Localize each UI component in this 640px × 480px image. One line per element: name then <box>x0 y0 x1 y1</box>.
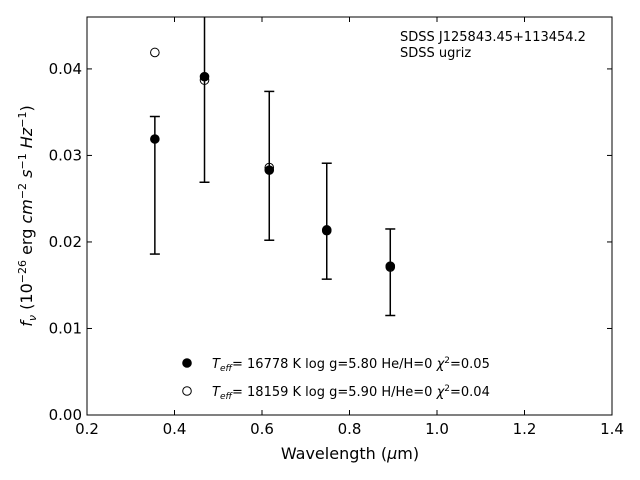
x-tick-label: 0.8 <box>338 420 362 438</box>
x-tick-label: 0.2 <box>75 420 99 438</box>
data-point-open <box>264 162 275 173</box>
annotation-line-1: SDSS J125843.45+113454.2 <box>400 30 586 45</box>
legend-label-0: Teff= 16778 K log g=5.80 He/H=0 χ2=0.05 <box>212 356 490 374</box>
data-point-filled <box>199 71 210 82</box>
y-tick-label: 0.01 <box>49 319 82 337</box>
y-tick-label: 0.02 <box>49 233 82 251</box>
data-point-open <box>150 47 160 58</box>
y-tick-label: 0.03 <box>49 146 82 164</box>
x-tick-label: 0.4 <box>163 420 187 438</box>
y-axis-label: fν (10−26 erg cm−2 s−1 Hz−1) <box>16 105 39 326</box>
y-tick-label: 0.00 <box>49 406 82 424</box>
data-point-open <box>199 75 210 85</box>
data-point-filled <box>264 165 275 175</box>
x-tick-label: 1.4 <box>600 420 624 438</box>
x-tick-label: 0.6 <box>250 420 274 438</box>
legend-label-1: Teff= 18159 K log g=5.90 H/He=0 χ2=0.04 <box>212 384 490 402</box>
x-tick-label: 1.2 <box>513 420 537 438</box>
x-axis-label: Wavelength (μm) <box>281 444 419 463</box>
data-point-filled <box>150 134 160 144</box>
y-tick-label: 0.04 <box>49 60 82 78</box>
annotation-line-2: SDSS ugriz <box>400 46 471 61</box>
plot-area <box>86 16 613 416</box>
legend: Teff= 16778 K log g=5.80 He/H=0 χ2=0.05 … <box>182 356 490 402</box>
legend-marker-filled <box>182 358 192 368</box>
axis-ticks: 0.2 0.4 0.6 0.8 1.0 1.2 1.4 0.00 0.01 0.02 0.03 0.0… <box>49 17 624 438</box>
data-points <box>150 47 396 272</box>
x-tick-label: 1.0 <box>425 420 449 438</box>
legend-marker-open <box>182 386 192 396</box>
data-point-open <box>385 262 396 272</box>
data-point-open <box>321 225 332 236</box>
